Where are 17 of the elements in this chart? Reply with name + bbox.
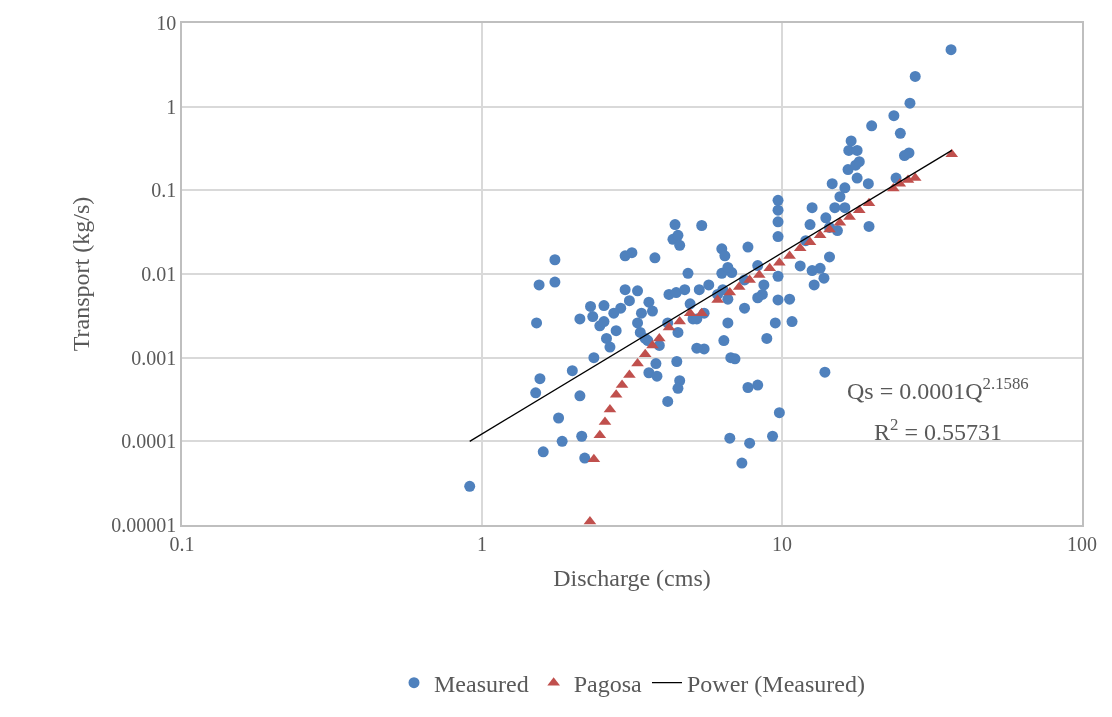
x-axis-title: Discharge (cms) <box>553 564 711 591</box>
annotation: R$^{2}$ = 0.55731 <box>874 415 1002 446</box>
legend-label: Pagosa <box>573 671 642 697</box>
y-tick-label: 0.00001 <box>111 514 177 536</box>
y-tick-label: 10 <box>156 12 177 34</box>
y-tick-label: 0.1 <box>151 179 177 202</box>
x-tick-label: 1 <box>477 532 487 555</box>
x-tick-label: 100 <box>1067 532 1097 555</box>
y-tick-label: 0.001 <box>131 346 177 369</box>
x-tick-label: 10 <box>772 532 792 555</box>
y-tick-label: 1 <box>166 95 177 118</box>
legend-label: Measured <box>434 671 529 697</box>
legend-label: Power (Measured) <box>686 671 865 697</box>
y-axis-title: Transport (kg/s) <box>67 196 94 352</box>
annotation: Qs = 0.0001Q$^{2.1586}$ <box>847 374 1029 405</box>
y-tick-label: 0.01 <box>141 263 177 285</box>
y-tick-label: 0.0001 <box>121 430 177 453</box>
